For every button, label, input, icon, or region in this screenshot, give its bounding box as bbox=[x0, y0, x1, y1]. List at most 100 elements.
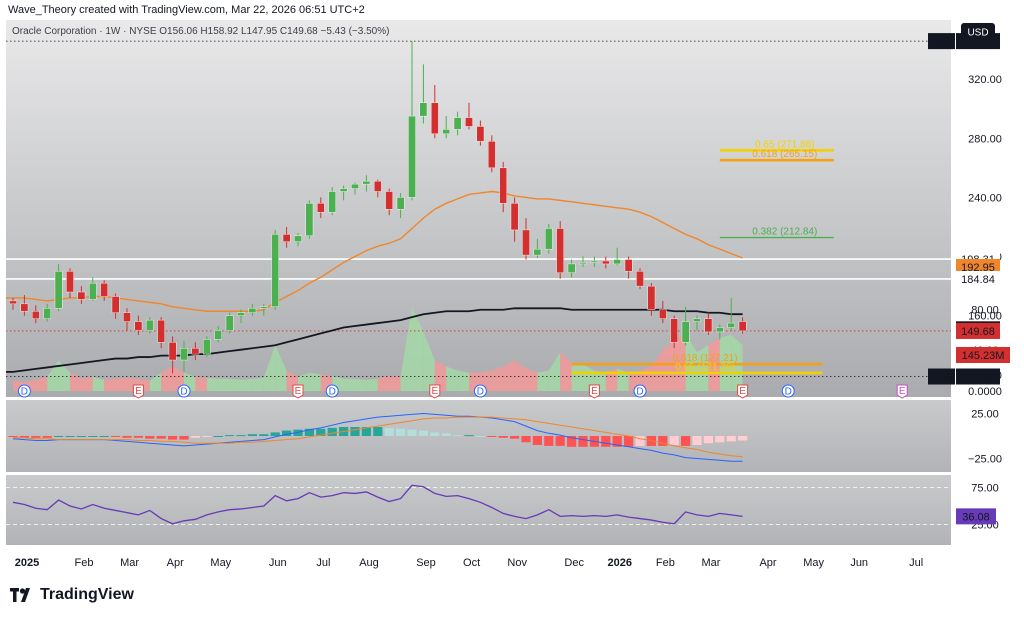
candle-body bbox=[681, 321, 690, 343]
macd-histogram-bar bbox=[156, 436, 166, 439]
candle-body bbox=[522, 229, 530, 256]
candle-body bbox=[248, 308, 257, 313]
time-tick-label: Jul bbox=[316, 557, 330, 569]
candle-body bbox=[716, 327, 724, 333]
candle-body bbox=[305, 203, 314, 237]
candle-body bbox=[180, 348, 188, 361]
macd-histogram-bar bbox=[738, 436, 748, 441]
candle-body bbox=[237, 312, 245, 316]
macd-histogram-bar bbox=[510, 436, 520, 439]
time-tick-label: Dec bbox=[564, 557, 584, 569]
candle-body bbox=[9, 300, 17, 305]
candle-body bbox=[408, 115, 416, 198]
candle-body bbox=[191, 348, 200, 355]
macd-histogram-bar bbox=[373, 427, 383, 436]
macd-histogram-bar bbox=[521, 436, 531, 443]
candle-body bbox=[431, 102, 439, 135]
rsi-tick-label: 75.00 bbox=[971, 483, 999, 495]
candle-body bbox=[374, 180, 382, 192]
dividend-icon bbox=[17, 384, 31, 398]
earnings-icon bbox=[429, 384, 441, 399]
macd-histogram-bar bbox=[578, 436, 588, 447]
level-tag: Low bbox=[931, 372, 951, 384]
candle-body bbox=[111, 296, 120, 313]
volume-area-segment bbox=[537, 370, 549, 391]
volume-area-segment bbox=[355, 378, 367, 391]
volume-area-segment bbox=[149, 372, 162, 391]
candle-body bbox=[260, 306, 268, 309]
candle-body bbox=[453, 117, 462, 130]
candle-body bbox=[145, 319, 154, 331]
candle-body bbox=[339, 188, 348, 192]
macd-histogram-bar bbox=[624, 436, 634, 447]
currency-badge[interactable] bbox=[961, 23, 995, 40]
time-tick-label: Oct bbox=[463, 557, 480, 569]
candle-body bbox=[225, 315, 234, 331]
candle-body bbox=[54, 271, 63, 309]
macd-histogram-bar bbox=[418, 430, 428, 436]
level-label: 184.84 bbox=[961, 274, 995, 286]
macd-histogram-bar bbox=[681, 436, 691, 446]
volume-area-segment bbox=[457, 370, 469, 391]
candle-body bbox=[499, 167, 508, 204]
time-tick-label: Mar bbox=[120, 557, 139, 569]
volume-area-segment bbox=[697, 345, 709, 391]
candle-body bbox=[579, 262, 587, 265]
dividend-icon bbox=[177, 384, 191, 398]
candle-body bbox=[77, 291, 86, 300]
volume-area-segment bbox=[514, 360, 526, 391]
dividend-icon-label: D bbox=[21, 387, 28, 398]
level-label-bg bbox=[956, 322, 1000, 339]
candle-body bbox=[613, 259, 621, 265]
candle-body bbox=[168, 342, 177, 361]
currency-label: USD bbox=[967, 28, 988, 39]
macd-histogram-bar bbox=[726, 436, 736, 442]
price-tick-label: 240.00 bbox=[968, 192, 1002, 204]
macd-histogram-bar bbox=[498, 436, 508, 438]
time-tick-label: Apr bbox=[167, 557, 184, 569]
fib-label: 0.382 (212.84) bbox=[752, 227, 817, 238]
candle-body bbox=[271, 234, 280, 308]
tradingview-logo-icon bbox=[10, 588, 30, 602]
macd-signal-line bbox=[13, 416, 743, 458]
volume-tick-label: 0.0000 bbox=[968, 386, 1002, 398]
macd-histogram-bar bbox=[361, 427, 371, 436]
candle-body bbox=[20, 303, 29, 312]
fib-label: 0.618 (127.21) bbox=[672, 353, 737, 364]
time-tick-label: Nov bbox=[507, 557, 527, 569]
candle-body bbox=[670, 318, 678, 343]
macd-histogram-bar bbox=[213, 436, 223, 437]
candle-body bbox=[602, 260, 610, 265]
earnings-icon bbox=[588, 384, 600, 399]
candle-body bbox=[157, 319, 166, 343]
candle-body bbox=[123, 312, 131, 322]
earnings-icon bbox=[292, 384, 304, 399]
macd-histogram-bar bbox=[555, 436, 565, 446]
candle-body bbox=[385, 191, 394, 210]
time-tick-label: Jun bbox=[269, 557, 287, 569]
candle-body bbox=[134, 321, 143, 331]
dividend-icon-label: D bbox=[785, 387, 792, 398]
volume-area-segment bbox=[229, 378, 241, 391]
time-tick-label: 2026 bbox=[608, 557, 632, 569]
volume-area-segment bbox=[412, 307, 424, 391]
price-axis[interactable]: 320.00280.00240.00200.00160.00120.0080.0… bbox=[968, 74, 1002, 531]
moving-averages-layer bbox=[6, 190, 743, 373]
macd-histogram-bar bbox=[179, 436, 189, 440]
volume-area-segment bbox=[206, 377, 219, 391]
time-axis[interactable]: 2025 Feb Mar Apr May Jun Jul Aug Sep Oct Nov Dec 202… bbox=[15, 557, 923, 569]
macd-histogram-bar bbox=[692, 436, 702, 445]
candle-body bbox=[533, 248, 542, 256]
volume-area-segment bbox=[571, 362, 583, 391]
time-tick-label: Aug bbox=[359, 557, 379, 569]
macd-line bbox=[12, 412, 743, 462]
earnings-icon-label: E bbox=[295, 386, 302, 397]
fib-label: 0.618 (265.15) bbox=[752, 149, 817, 160]
candle-body bbox=[282, 234, 291, 242]
candle-body bbox=[66, 271, 74, 293]
volume-area-segment bbox=[366, 378, 378, 391]
candle-body bbox=[88, 282, 97, 300]
time-tick-label: Sep bbox=[416, 557, 436, 569]
